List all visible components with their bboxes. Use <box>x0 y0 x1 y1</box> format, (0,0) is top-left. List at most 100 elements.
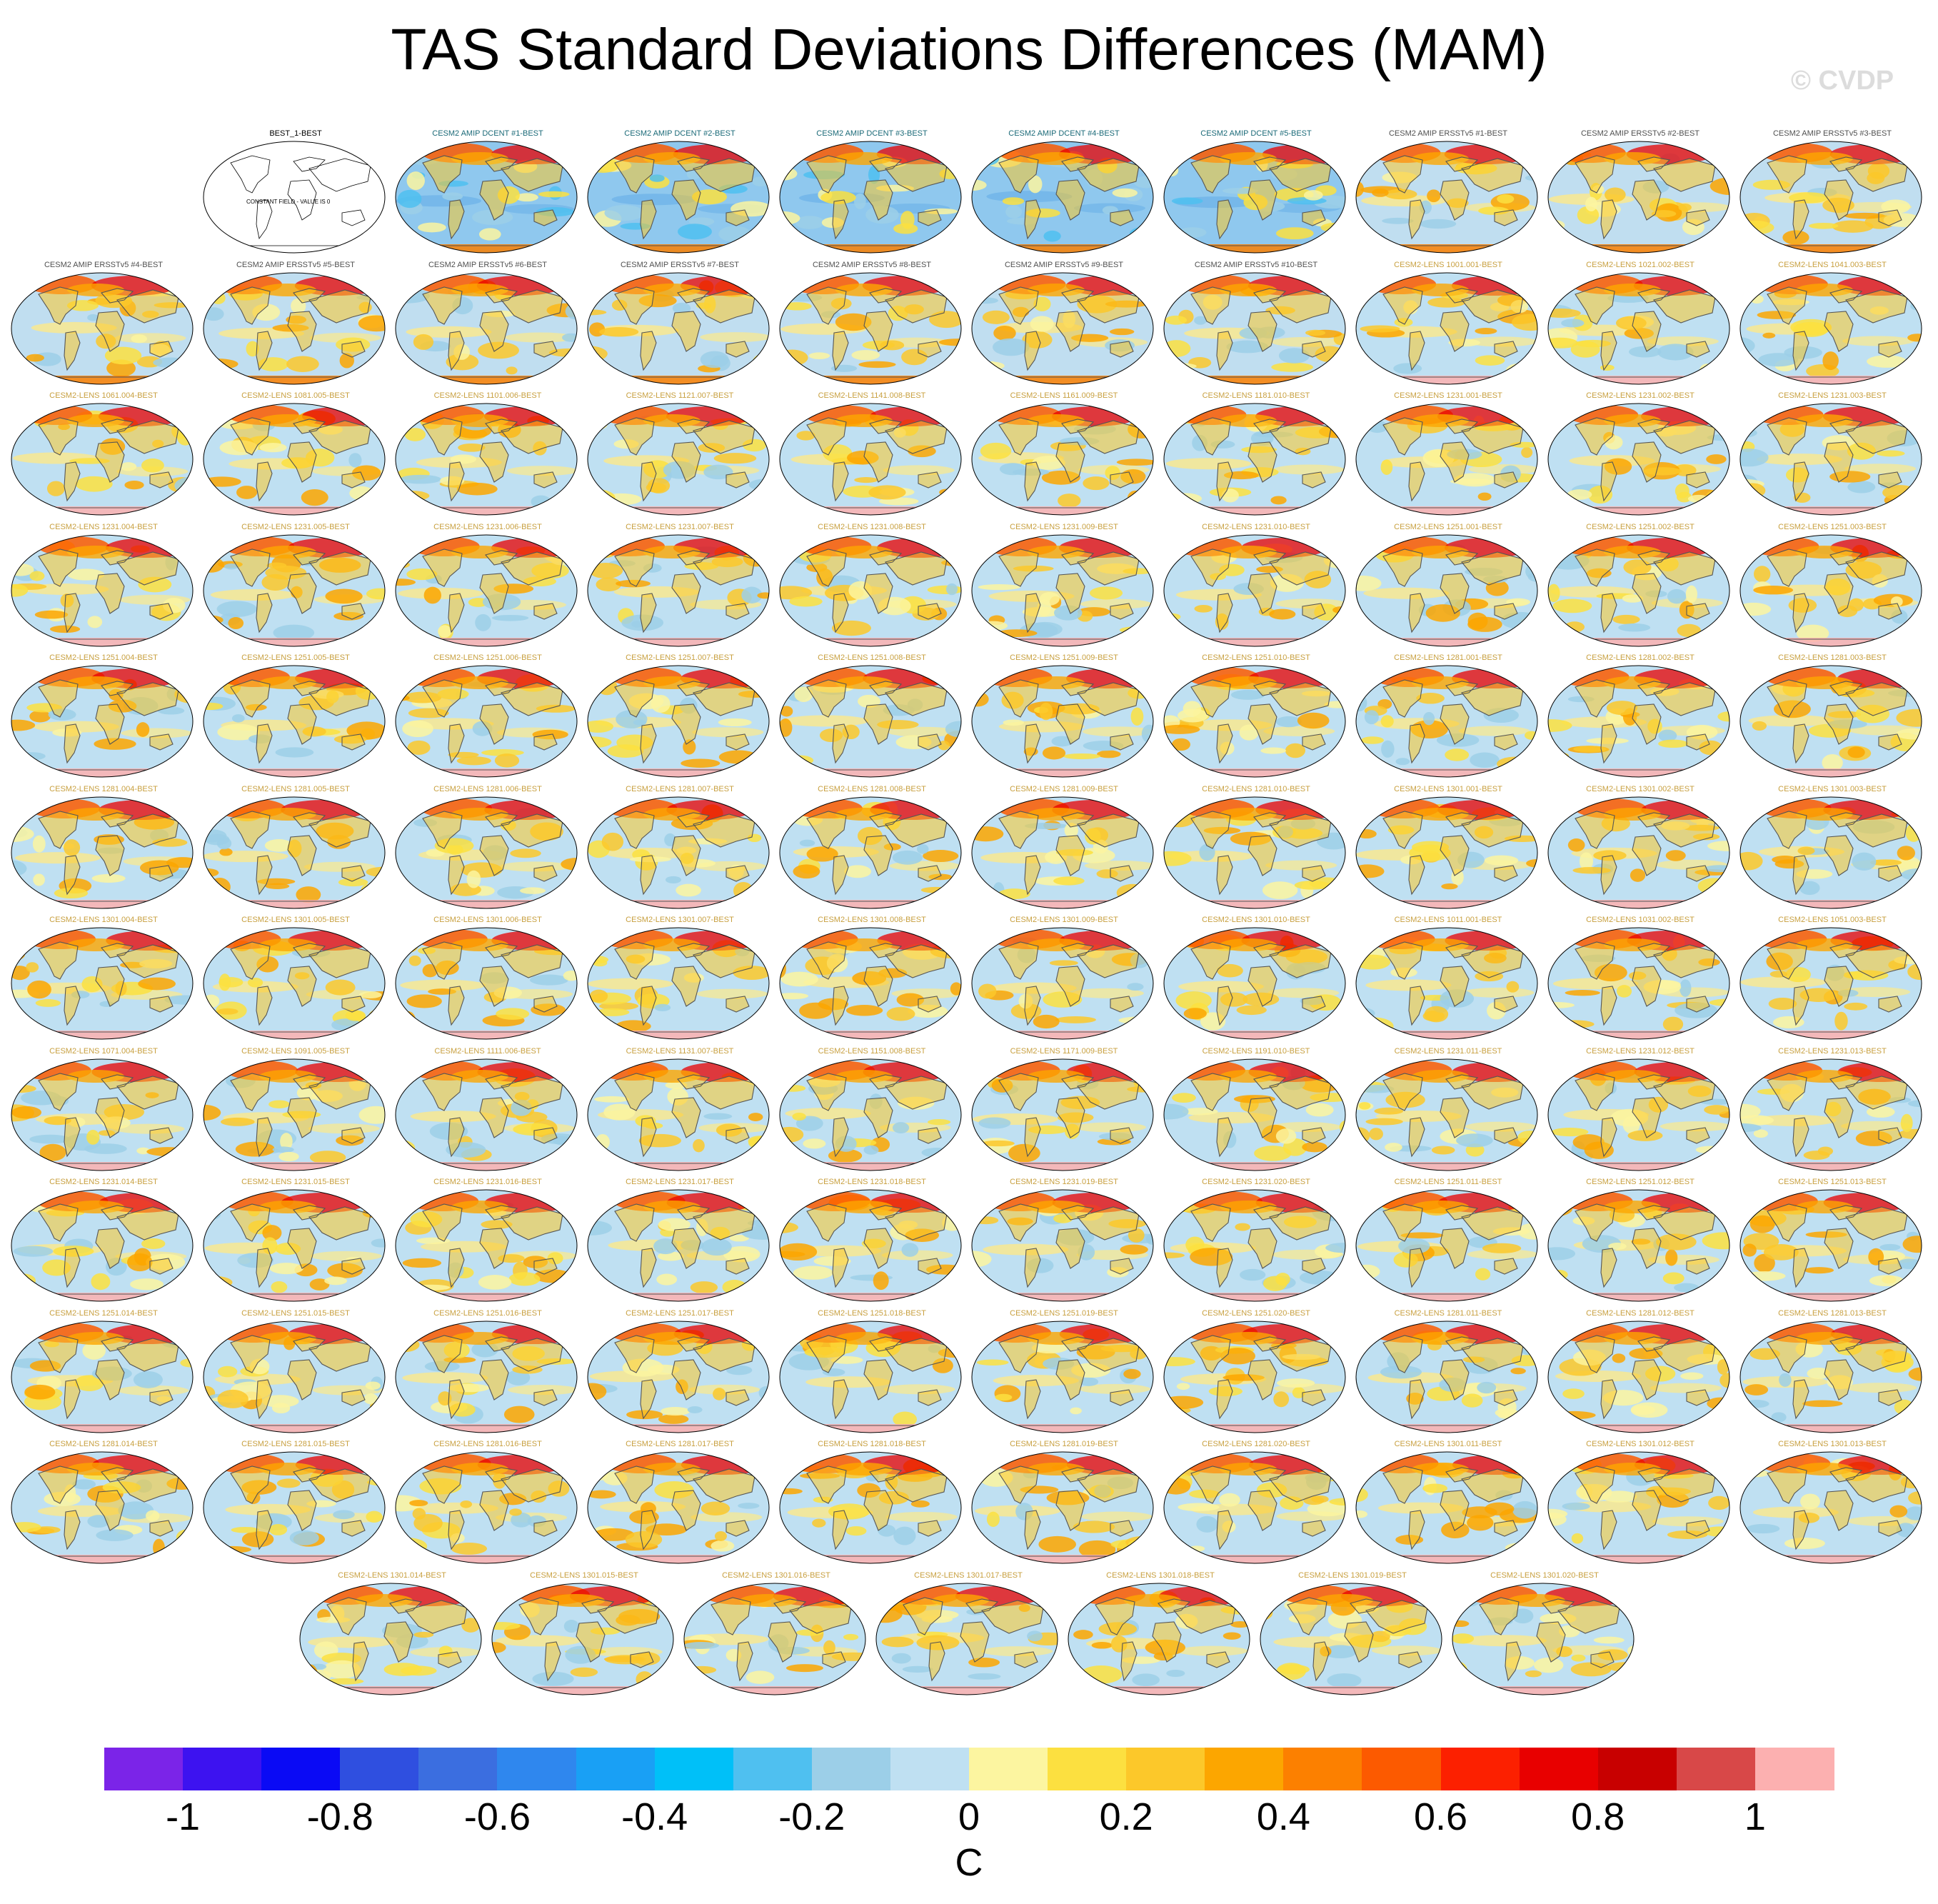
map-panel: CESM2-LENS 1301.016-BEST <box>683 1570 870 1696</box>
map-panel: CESM2-LENS 1301.014-BEST <box>298 1570 486 1696</box>
map-panel: CESM2-LENS 1001.001-BEST <box>1355 260 1542 386</box>
map-panel-label: CESM2-LENS 1251.009-BEST <box>1010 653 1118 662</box>
world-map <box>1163 403 1346 516</box>
world-map <box>1739 927 1922 1040</box>
colorbar-swatch <box>733 1748 813 1790</box>
map-panel-label: BEST_1-BEST <box>269 129 322 138</box>
map-panel: CESM2-LENS 1051.003-BEST <box>1739 915 1926 1041</box>
map-panel-label: CESM2-LENS 1031.002-BEST <box>1586 916 1695 924</box>
colorbar-swatch <box>890 1748 970 1790</box>
map-panel: CESM2-LENS 1231.002-BEST <box>1547 391 1734 516</box>
map-panel-label: CESM2 AMIP ERSSTv5 #4-BEST <box>44 260 164 269</box>
colorbar-tick-label: 0.8 <box>1571 1795 1625 1838</box>
world-map <box>1163 796 1346 908</box>
map-panel: CESM2-LENS 1301.011-BEST <box>1355 1439 1542 1565</box>
world-map <box>11 403 194 516</box>
map-panel-label: CESM2-LENS 1281.006-BEST <box>433 784 542 793</box>
map-panel: CESM2-LENS 1301.017-BEST <box>875 1570 1062 1696</box>
world-map <box>971 403 1154 516</box>
map-panel-label: CESM2-LENS 1051.003-BEST <box>1778 916 1887 924</box>
world-map <box>1355 534 1538 646</box>
world-map <box>875 1583 1058 1695</box>
map-panel-label: CESM2 AMIP DCENT #1-BEST <box>432 129 543 138</box>
map-panel: CESM2-LENS 1041.003-BEST <box>1739 260 1926 386</box>
world-map <box>1355 1321 1538 1433</box>
colorbar-swatch <box>1283 1748 1363 1790</box>
map-panel-label: CESM2 AMIP ERSSTv5 #6-BEST <box>428 260 548 269</box>
map-panel-label: CESM2-LENS 1281.009-BEST <box>1010 784 1118 793</box>
map-panel-label: CESM2-LENS 1301.006-BEST <box>433 916 542 924</box>
map-panel: CESM2-LENS 1281.019-BEST <box>970 1439 1158 1565</box>
map-panel-label: CESM2-LENS 1231.018-BEST <box>818 1178 926 1186</box>
map-panel: CESM2-LENS 1021.002-BEST <box>1547 260 1734 386</box>
map-panel-label: CESM2-LENS 1301.010-BEST <box>1202 916 1310 924</box>
world-map <box>779 1451 962 1564</box>
world-map <box>203 1451 386 1564</box>
map-panel-label: CESM2-LENS 1231.012-BEST <box>1586 1046 1695 1056</box>
map-panel: CESM2 AMIP DCENT #4-BEST <box>970 129 1158 254</box>
map-panel: CESM2-LENS 1251.009-BEST <box>970 653 1158 778</box>
world-map <box>971 1058 1154 1171</box>
colorbar-swatch <box>1205 1748 1285 1790</box>
map-panel: CESM2-LENS 1301.015-BEST <box>491 1570 678 1696</box>
map-panel-label: CESM2-LENS 1251.015-BEST <box>241 1308 350 1318</box>
colorbar-tick-label: -1 <box>166 1795 201 1838</box>
world-map <box>779 927 962 1040</box>
map-panel-label: CESM2-LENS 1231.002-BEST <box>1586 391 1695 400</box>
map-panel: CESM2-LENS 1231.018-BEST <box>778 1177 965 1303</box>
map-panel: CESM2-LENS 1061.004-BEST <box>10 391 197 516</box>
map-panel: CESM2 AMIP ERSSTv5 #1-BEST <box>1355 129 1542 254</box>
map-panel-label: CESM2-LENS 1231.006-BEST <box>433 522 542 531</box>
world-map <box>1355 141 1538 254</box>
map-panel: CESM2-LENS 1181.010-BEST <box>1163 391 1350 516</box>
world-map <box>1068 1583 1250 1695</box>
map-panel-label: CESM2-LENS 1251.008-BEST <box>818 653 926 662</box>
world-map <box>11 1451 194 1564</box>
world-map <box>1547 403 1730 516</box>
colorbar-swatch <box>497 1748 577 1790</box>
map-panel-label: CESM2-LENS 1281.017-BEST <box>626 1440 734 1448</box>
world-map <box>1547 1189 1730 1302</box>
world-map <box>395 534 578 646</box>
map-panel-label: CESM2-LENS 1301.012-BEST <box>1586 1440 1695 1448</box>
colorbar-swatch <box>104 1748 184 1790</box>
map-panel-label: CESM2-LENS 1281.015-BEST <box>241 1440 350 1448</box>
map-panel-label: CESM2-LENS 1251.002-BEST <box>1586 522 1695 531</box>
map-panel-label: CESM2-LENS 1231.019-BEST <box>1010 1178 1118 1186</box>
map-panel-label: CESM2-LENS 1301.016-BEST <box>722 1570 830 1580</box>
map-panel: CESM2-LENS 1231.010-BEST <box>1163 522 1350 648</box>
map-panel: CESM2-LENS 1281.012-BEST <box>1547 1308 1734 1434</box>
map-panel: CESM2-LENS 1231.015-BEST <box>202 1177 389 1303</box>
map-panel: CESM2-LENS 1231.003-BEST <box>1739 391 1926 516</box>
world-map <box>491 1583 674 1695</box>
world-map <box>395 1451 578 1564</box>
world-map <box>1355 272 1538 384</box>
world-map <box>1355 1189 1538 1302</box>
world-map <box>1547 534 1730 646</box>
map-panel: CESM2-LENS 1251.014-BEST <box>10 1308 197 1434</box>
map-panel-label: CESM2 AMIP ERSSTv5 #10-BEST <box>1194 260 1318 269</box>
colorbar-swatch <box>1362 1748 1442 1790</box>
map-panel: CESM2 AMIP ERSSTv5 #4-BEST <box>10 260 197 386</box>
world-map <box>395 1321 578 1433</box>
map-panel-label: CESM2-LENS 1281.010-BEST <box>1202 784 1310 793</box>
map-panel: CESM2 AMIP ERSSTv5 #10-BEST <box>1163 260 1350 386</box>
map-panel-label: CESM2-LENS 1301.002-BEST <box>1586 784 1695 793</box>
map-panel: CESM2-LENS 1301.004-BEST <box>10 915 197 1041</box>
map-panel: CESM2-LENS 1301.005-BEST <box>202 915 389 1041</box>
map-panel-label: CESM2-LENS 1281.013-BEST <box>1778 1308 1887 1318</box>
map-panel: CESM2-LENS 1251.001-BEST <box>1355 522 1542 648</box>
map-panel: CESM2-LENS 1301.018-BEST <box>1067 1570 1254 1696</box>
map-panel: CESM2-LENS 1251.002-BEST <box>1547 522 1734 648</box>
colorbar-tick-label: -0.4 <box>621 1795 688 1838</box>
map-panel-label: CESM2-LENS 1231.016-BEST <box>433 1178 542 1186</box>
map-panel: CESM2 AMIP ERSSTv5 #2-BEST <box>1547 129 1734 254</box>
world-map <box>1547 1058 1730 1171</box>
world-map <box>1547 1321 1730 1433</box>
map-panel: CESM2-LENS 1281.003-BEST <box>1739 653 1926 778</box>
world-map <box>1163 141 1346 254</box>
world-map <box>779 534 962 646</box>
map-panel: CESM2-LENS 1231.017-BEST <box>586 1177 773 1303</box>
map-panel: CESM2 AMIP ERSSTv5 #8-BEST <box>778 260 965 386</box>
map-panel: CESM2-LENS 1231.016-BEST <box>394 1177 581 1303</box>
